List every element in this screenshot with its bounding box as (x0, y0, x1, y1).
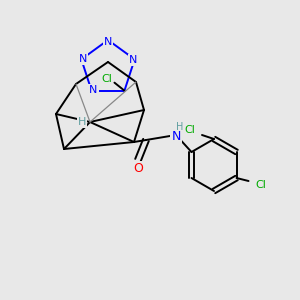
Text: N: N (89, 85, 98, 95)
Text: Cl: Cl (255, 180, 266, 190)
Text: N: N (171, 130, 181, 143)
Text: N: N (128, 55, 137, 65)
Text: Cl: Cl (101, 74, 112, 84)
Text: H: H (176, 122, 184, 132)
Text: H: H (78, 117, 86, 127)
Text: N: N (104, 37, 112, 47)
Text: Cl: Cl (184, 125, 195, 135)
Text: N: N (79, 54, 88, 64)
Text: O: O (133, 161, 143, 175)
